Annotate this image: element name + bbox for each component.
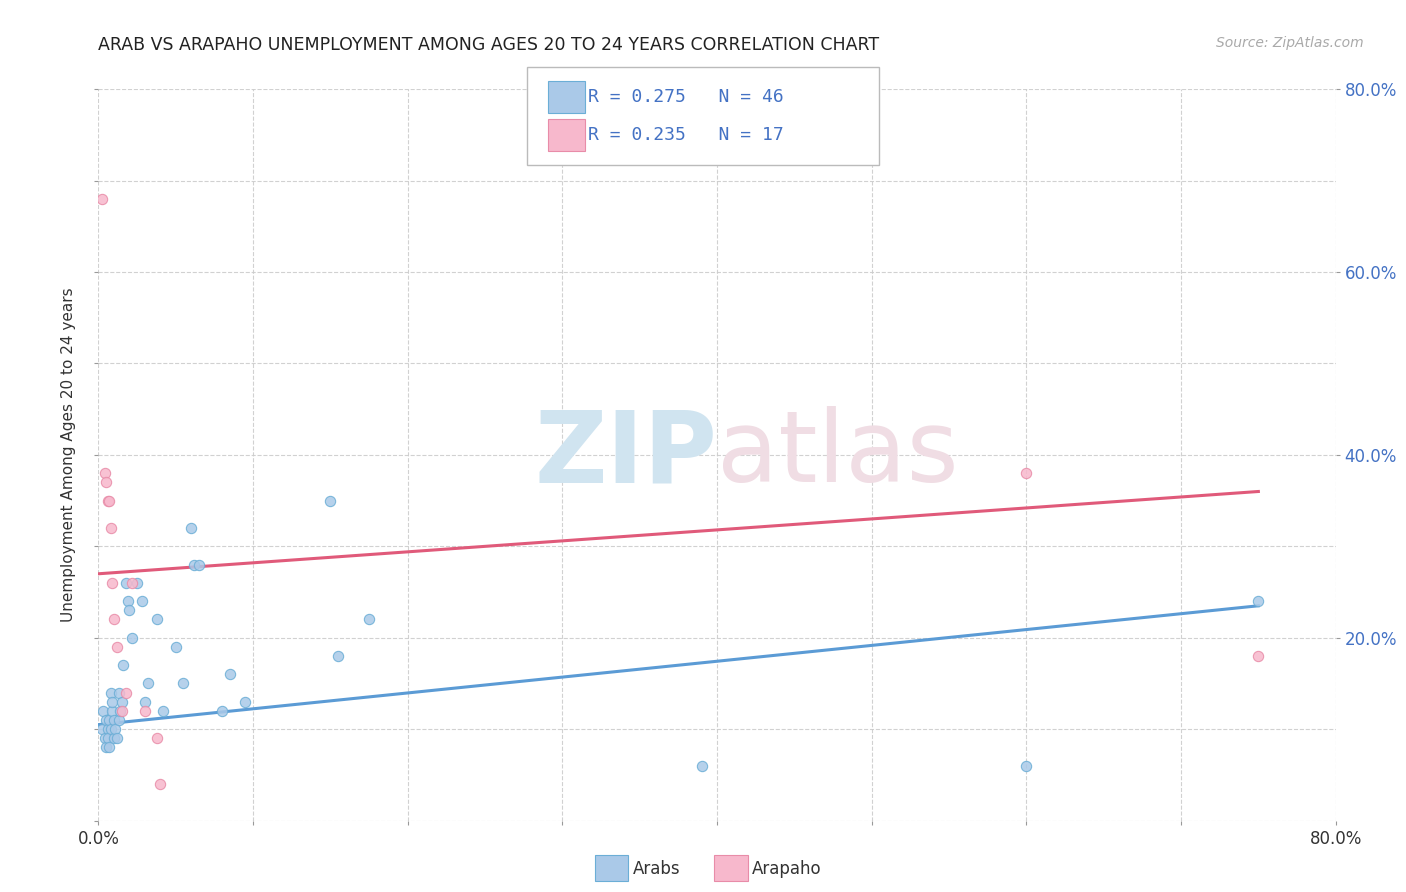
Point — [111, 704, 134, 718]
Text: R = 0.275   N = 46: R = 0.275 N = 46 — [588, 88, 783, 106]
Text: Arapaho: Arapaho — [752, 860, 823, 878]
Point — [165, 640, 187, 654]
Point — [96, 713, 118, 727]
Y-axis label: Unemployment Among Ages 20 to 24 years: Unemployment Among Ages 20 to 24 years — [60, 287, 76, 623]
Point — [104, 723, 127, 737]
Text: ARAB VS ARAPAHO UNEMPLOYMENT AMONG AGES 20 TO 24 YEARS CORRELATION CHART: ARAB VS ARAPAHO UNEMPLOYMENT AMONG AGES … — [98, 36, 880, 54]
Point — [1015, 758, 1038, 772]
Point — [127, 576, 149, 591]
Point — [108, 704, 131, 718]
Text: Arabs: Arabs — [633, 860, 681, 878]
Point — [117, 594, 139, 608]
Point — [105, 640, 128, 654]
Point — [90, 723, 112, 737]
Point — [111, 695, 134, 709]
Point — [188, 558, 211, 572]
Point — [357, 613, 380, 627]
Point — [1015, 466, 1038, 480]
Point — [103, 713, 125, 727]
Point — [121, 576, 143, 591]
Point — [91, 704, 114, 718]
Point — [97, 731, 120, 746]
Point — [96, 740, 118, 755]
Point — [131, 594, 153, 608]
Point — [146, 613, 169, 627]
Point — [98, 740, 121, 755]
Point — [149, 777, 172, 791]
Point — [134, 704, 156, 718]
Point — [115, 576, 138, 591]
Point — [146, 731, 169, 746]
Point — [134, 695, 156, 709]
Point — [690, 758, 713, 772]
Point — [121, 631, 143, 645]
Text: Source: ZipAtlas.com: Source: ZipAtlas.com — [1216, 36, 1364, 50]
Point — [219, 667, 242, 681]
Point — [152, 704, 174, 718]
Point — [1247, 594, 1270, 608]
Text: atlas: atlas — [717, 407, 959, 503]
Point — [101, 704, 124, 718]
Point — [100, 521, 122, 535]
Point — [235, 695, 257, 709]
Point — [211, 704, 233, 718]
Point — [98, 493, 121, 508]
Point — [180, 521, 202, 535]
Point — [1247, 649, 1270, 664]
Point — [90, 192, 112, 206]
Point — [101, 576, 124, 591]
Point — [326, 649, 350, 664]
Text: ZIP: ZIP — [534, 407, 717, 503]
Point — [136, 676, 159, 690]
Point — [100, 723, 122, 737]
Point — [115, 685, 138, 699]
Point — [118, 603, 141, 617]
Point — [183, 558, 205, 572]
Point — [93, 731, 115, 746]
Point — [103, 613, 125, 627]
Point — [97, 723, 120, 737]
Point — [103, 731, 125, 746]
Point — [97, 493, 120, 508]
Point — [105, 731, 128, 746]
Point — [100, 685, 122, 699]
Point — [101, 695, 124, 709]
Point — [93, 466, 115, 480]
Point — [107, 713, 129, 727]
Point — [319, 493, 342, 508]
Point — [96, 475, 118, 490]
Text: R = 0.235   N = 17: R = 0.235 N = 17 — [588, 126, 783, 144]
Point — [98, 713, 121, 727]
Point — [173, 676, 195, 690]
Point — [112, 658, 135, 673]
Point — [107, 685, 129, 699]
